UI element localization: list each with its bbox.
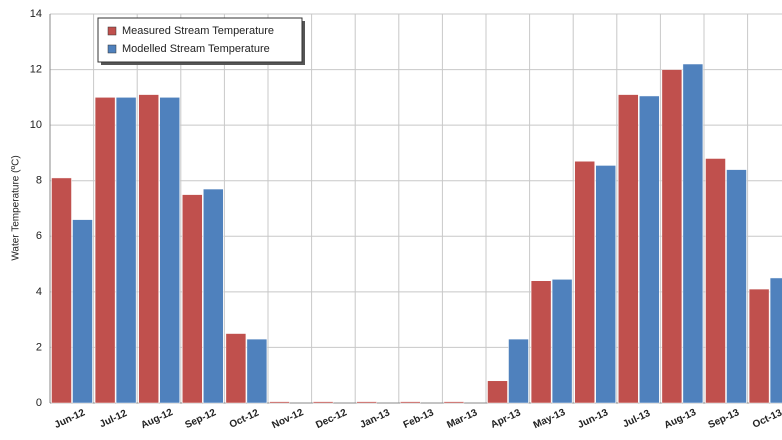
bar — [682, 63, 704, 404]
bar — [639, 95, 660, 404]
bar — [138, 94, 159, 404]
x-tick-label: Apr-13 — [489, 407, 523, 431]
bar — [748, 288, 770, 404]
bar — [400, 401, 421, 404]
bar — [508, 338, 529, 404]
y-tick-label: 6 — [36, 230, 42, 242]
bar — [726, 169, 747, 404]
legend-label: Modelled Stream Temperature — [122, 43, 270, 55]
bar — [595, 165, 616, 404]
bar — [182, 194, 203, 404]
bar — [356, 401, 377, 404]
legend-swatch — [107, 26, 117, 36]
x-tick-label: Feb-13 — [402, 407, 436, 431]
x-tick-label: Jun-13 — [576, 407, 610, 431]
bar — [661, 69, 683, 404]
x-tick-label: Sep-13 — [707, 407, 742, 431]
bar — [269, 401, 290, 404]
bar — [443, 401, 465, 404]
x-tick-label: Mar-13 — [445, 407, 479, 431]
bar — [705, 158, 726, 404]
y-tick-label: 8 — [36, 175, 42, 187]
bar — [72, 219, 93, 404]
legend-box — [97, 17, 303, 63]
x-tick-label: Aug-13 — [663, 407, 699, 431]
bar — [769, 277, 782, 404]
bar — [487, 380, 508, 404]
bar — [225, 333, 247, 404]
bar — [246, 338, 268, 404]
legend-swatch — [107, 44, 117, 54]
bar — [159, 97, 180, 404]
plot-area — [49, 13, 782, 404]
x-tick-label: Jul-13 — [621, 408, 652, 430]
y-tick-label: 4 — [36, 286, 42, 298]
x-tick-label: Oct-12 — [228, 407, 261, 430]
y-axis-label: Water Temperature (ºC) — [11, 155, 22, 260]
x-tick-label: Jul-12 — [98, 408, 129, 430]
x-tick-label: Oct-13 — [751, 407, 782, 430]
bar — [203, 188, 224, 404]
bar — [51, 177, 72, 404]
x-tick-label: Dec-12 — [314, 407, 349, 431]
x-tick-label: Nov-12 — [270, 407, 305, 431]
bar — [312, 401, 334, 404]
bar — [530, 280, 552, 404]
y-tick-label: 10 — [30, 119, 42, 131]
bar — [618, 94, 639, 404]
legend-label: Measured Stream Temperature — [122, 25, 274, 37]
x-tick-label: Aug-12 — [139, 407, 175, 431]
y-tick-label: 0 — [36, 397, 42, 409]
x-tick-label: Sep-12 — [183, 407, 218, 431]
bar — [94, 97, 116, 404]
bar — [574, 161, 595, 404]
bar — [551, 279, 573, 404]
bar — [115, 97, 137, 404]
x-tick-label: Jan-13 — [358, 407, 392, 431]
x-tick-label: Jun-12 — [53, 407, 87, 431]
y-tick-label: 2 — [36, 341, 42, 353]
y-tick-label: 12 — [30, 63, 42, 75]
x-tick-label: May-13 — [532, 407, 568, 431]
y-tick-label: 14 — [30, 8, 42, 20]
